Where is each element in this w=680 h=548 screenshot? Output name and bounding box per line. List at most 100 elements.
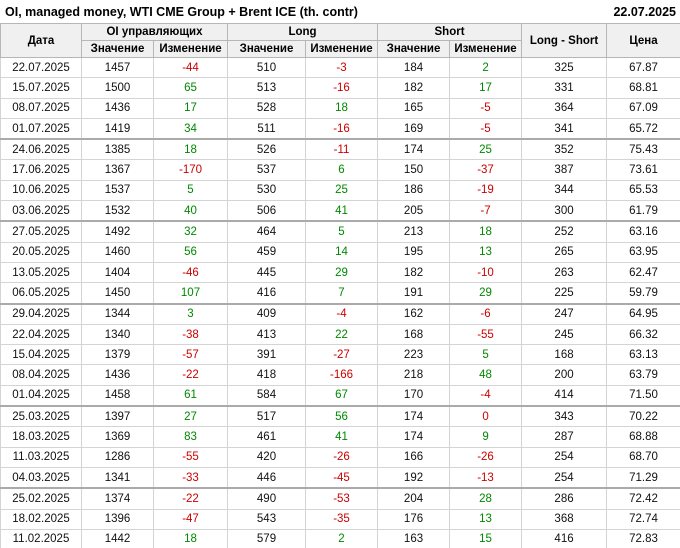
oi-change-cell: 40 bbox=[153, 200, 228, 222]
short-value-cell: 169 bbox=[377, 117, 451, 140]
long-short-cell: 344 bbox=[521, 179, 608, 202]
date-cell: 27.05.2025 bbox=[0, 220, 82, 243]
subheader-oi-change: Изменение bbox=[153, 40, 228, 58]
long-short-cell: 287 bbox=[521, 426, 608, 448]
table-row: 24.06.2025 1385 18 526 -11 174 25 352 75.43 bbox=[0, 138, 680, 161]
subheader-long-change: Изменение bbox=[304, 40, 379, 58]
long-change-cell: 41 bbox=[304, 426, 379, 448]
price-cell: 65.53 bbox=[606, 179, 680, 202]
table-row: 13.05.2025 1404 -46 445 29 182 -10 263 62.47 bbox=[0, 261, 680, 284]
subheader-short-change: Изменение bbox=[449, 40, 523, 58]
table-row: 11.03.2025 1286 -55 420 -26 166 -26 254 68.70 bbox=[0, 446, 680, 468]
table-row: 20.05.2025 1460 56 459 14 195 13 265 63.95 bbox=[0, 241, 680, 263]
long-change-cell: -35 bbox=[304, 508, 379, 530]
price-cell: 70.22 bbox=[606, 405, 680, 428]
table-row: 01.07.2025 1419 34 511 -16 169 -5 341 65.72 bbox=[0, 117, 680, 140]
price-cell: 68.70 bbox=[606, 446, 680, 468]
price-cell: 68.88 bbox=[606, 426, 680, 448]
oi-change-cell: 107 bbox=[153, 282, 228, 305]
short-change-cell: -19 bbox=[449, 179, 523, 202]
short-value-cell: 223 bbox=[377, 344, 451, 366]
oi-value-cell: 1500 bbox=[81, 77, 154, 99]
long-short-cell: 343 bbox=[521, 405, 608, 428]
oi-value-cell: 1492 bbox=[81, 220, 154, 243]
short-value-cell: 163 bbox=[377, 528, 451, 548]
price-cell: 62.47 bbox=[606, 261, 680, 284]
long-change-cell: 22 bbox=[304, 323, 379, 346]
long-short-cell: 252 bbox=[521, 220, 608, 243]
short-value-cell: 192 bbox=[377, 466, 451, 489]
long-value-cell: 409 bbox=[227, 302, 306, 325]
oi-value-cell: 1458 bbox=[81, 384, 154, 407]
oi-change-cell: 56 bbox=[153, 241, 228, 263]
column-group-oi: OI управляющих bbox=[81, 23, 228, 41]
long-change-cell: 7 bbox=[304, 282, 379, 305]
long-short-cell: 254 bbox=[521, 446, 608, 468]
date-cell: 22.04.2025 bbox=[0, 323, 82, 346]
long-change-cell: 25 bbox=[304, 179, 379, 202]
long-short-cell: 245 bbox=[521, 323, 608, 346]
long-value-cell: 459 bbox=[227, 241, 306, 263]
table-row: 22.04.2025 1340 -38 413 22 168 -55 245 66.32 bbox=[0, 323, 680, 346]
date-cell: 10.06.2025 bbox=[0, 179, 82, 202]
long-value-cell: 537 bbox=[227, 159, 306, 181]
price-cell: 63.16 bbox=[606, 220, 680, 243]
short-value-cell: 165 bbox=[377, 97, 451, 119]
long-change-cell: 18 bbox=[304, 97, 379, 119]
short-change-cell: 48 bbox=[449, 364, 523, 386]
date-cell: 04.03.2025 bbox=[0, 466, 82, 489]
long-short-cell: 225 bbox=[521, 282, 608, 305]
short-change-cell: -26 bbox=[449, 446, 523, 468]
price-cell: 75.43 bbox=[606, 138, 680, 161]
short-change-cell: -13 bbox=[449, 466, 523, 489]
long-change-cell: 2 bbox=[304, 528, 379, 548]
oi-change-cell: 5 bbox=[153, 179, 228, 202]
long-short-cell: 286 bbox=[521, 487, 608, 510]
long-change-cell: -166 bbox=[304, 364, 379, 386]
short-value-cell: 166 bbox=[377, 446, 451, 468]
column-header-date: Дата bbox=[0, 23, 82, 58]
oi-change-cell: 17 bbox=[153, 97, 228, 119]
short-value-cell: 162 bbox=[377, 302, 451, 325]
oi-change-cell: -170 bbox=[153, 159, 228, 181]
oi-change-cell: -57 bbox=[153, 344, 228, 366]
short-value-cell: 195 bbox=[377, 241, 451, 263]
short-value-cell: 150 bbox=[377, 159, 451, 181]
oi-change-cell: -55 bbox=[153, 446, 228, 468]
column-group-short: Short bbox=[377, 23, 523, 41]
date-cell: 11.03.2025 bbox=[0, 446, 82, 468]
short-value-cell: 168 bbox=[377, 323, 451, 346]
oi-value-cell: 1286 bbox=[81, 446, 154, 468]
table-row: 25.02.2025 1374 -22 490 -53 204 28 286 72.42 bbox=[0, 487, 680, 510]
long-value-cell: 584 bbox=[227, 384, 306, 407]
oi-change-cell: 27 bbox=[153, 405, 228, 428]
oi-change-cell: 34 bbox=[153, 117, 228, 140]
long-short-cell: 414 bbox=[521, 384, 608, 407]
short-value-cell: 174 bbox=[377, 426, 451, 448]
long-change-cell: 56 bbox=[304, 405, 379, 428]
short-change-cell: 5 bbox=[449, 344, 523, 366]
oi-change-cell: -22 bbox=[153, 364, 228, 386]
oi-change-cell: 83 bbox=[153, 426, 228, 448]
oi-value-cell: 1532 bbox=[81, 200, 154, 222]
table-row: 10.06.2025 1537 5 530 25 186 -19 344 65.53 bbox=[0, 179, 680, 202]
price-cell: 68.81 bbox=[606, 77, 680, 99]
short-change-cell: 13 bbox=[449, 508, 523, 530]
page-title: OI, managed money, WTI CME Group + Brent… bbox=[5, 5, 358, 19]
long-value-cell: 461 bbox=[227, 426, 306, 448]
table-row: 03.06.2025 1532 40 506 41 205 -7 300 61.79 bbox=[0, 200, 680, 222]
short-value-cell: 182 bbox=[377, 261, 451, 284]
table-row: 27.05.2025 1492 32 464 5 213 18 252 63.16 bbox=[0, 220, 680, 243]
price-cell: 61.79 bbox=[606, 200, 680, 222]
oi-value-cell: 1450 bbox=[81, 282, 154, 305]
oi-value-cell: 1379 bbox=[81, 344, 154, 366]
long-value-cell: 510 bbox=[227, 56, 306, 79]
short-change-cell: 13 bbox=[449, 241, 523, 263]
oi-value-cell: 1537 bbox=[81, 179, 154, 202]
long-value-cell: 420 bbox=[227, 446, 306, 468]
oi-change-cell: -47 bbox=[153, 508, 228, 530]
short-value-cell: 184 bbox=[377, 56, 451, 79]
long-change-cell: 67 bbox=[304, 384, 379, 407]
table-row: 29.04.2025 1344 3 409 -4 162 -6 247 64.95 bbox=[0, 302, 680, 325]
long-short-cell: 387 bbox=[521, 159, 608, 181]
